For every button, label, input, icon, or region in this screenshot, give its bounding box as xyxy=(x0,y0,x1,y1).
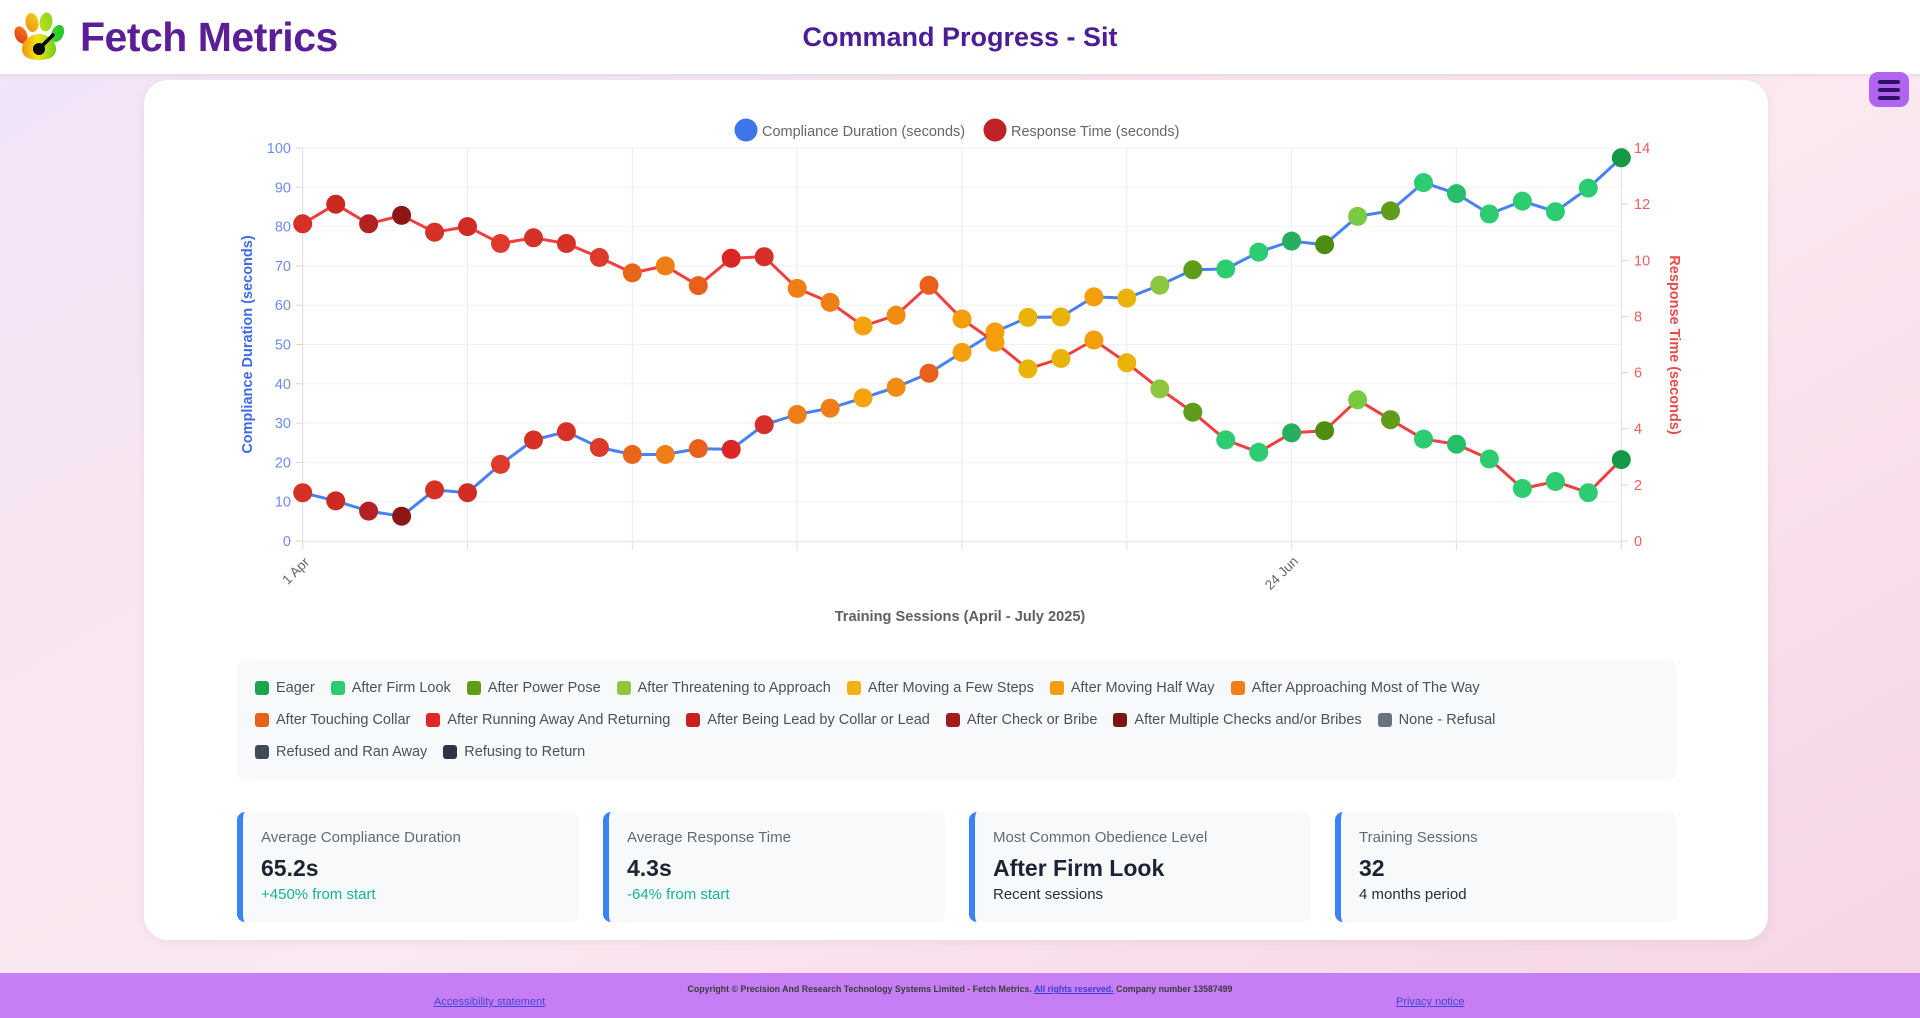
svg-text:Compliance Duration (seconds): Compliance Duration (seconds) xyxy=(762,124,965,140)
svg-text:80: 80 xyxy=(275,220,291,236)
svg-text:1 Apr: 1 Apr xyxy=(279,554,312,587)
svg-text:Training Sessions (April - Jul: Training Sessions (April - July 2025) xyxy=(835,609,1086,625)
svg-text:Response Time (seconds): Response Time (seconds) xyxy=(1011,124,1179,140)
svg-text:70: 70 xyxy=(275,259,291,275)
svg-text:6: 6 xyxy=(1634,366,1642,382)
svg-text:24 Jun: 24 Jun xyxy=(1262,554,1301,593)
svg-text:20: 20 xyxy=(275,455,291,471)
svg-text:100: 100 xyxy=(267,141,291,157)
svg-text:30: 30 xyxy=(275,416,291,432)
svg-text:50: 50 xyxy=(275,338,291,354)
svg-text:10: 10 xyxy=(275,495,291,511)
svg-text:0: 0 xyxy=(283,534,291,550)
svg-text:0: 0 xyxy=(1634,534,1642,550)
svg-text:2: 2 xyxy=(1634,478,1642,494)
svg-text:90: 90 xyxy=(275,180,291,196)
svg-text:12: 12 xyxy=(1634,197,1650,213)
svg-text:60: 60 xyxy=(275,298,291,314)
svg-text:14: 14 xyxy=(1634,141,1650,157)
svg-text:4: 4 xyxy=(1634,422,1642,438)
svg-text:Compliance Duration (seconds): Compliance Duration (seconds) xyxy=(240,235,256,454)
svg-text:8: 8 xyxy=(1634,309,1642,325)
svg-text:10: 10 xyxy=(1634,253,1650,269)
svg-text:Response Time (seconds): Response Time (seconds) xyxy=(1666,255,1682,435)
svg-text:40: 40 xyxy=(275,377,291,393)
